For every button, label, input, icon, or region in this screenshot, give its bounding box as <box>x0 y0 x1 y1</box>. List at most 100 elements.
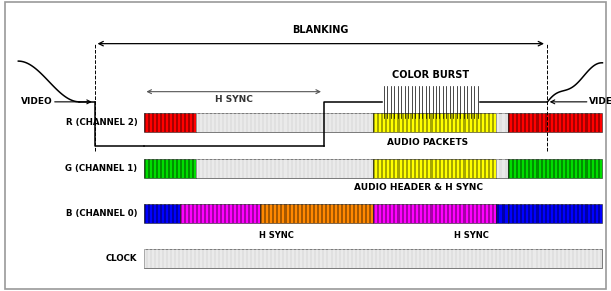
Bar <box>492 159 494 178</box>
Bar <box>520 113 522 132</box>
Bar <box>152 113 154 132</box>
Bar <box>180 204 182 223</box>
Bar <box>167 249 170 268</box>
Bar <box>249 204 251 223</box>
Bar <box>459 113 461 132</box>
Bar <box>557 204 559 223</box>
Bar <box>332 249 335 268</box>
Bar <box>467 204 470 223</box>
Bar <box>260 204 263 223</box>
Bar <box>439 159 441 178</box>
Bar <box>221 204 222 223</box>
Bar <box>316 159 318 178</box>
Bar <box>414 113 416 132</box>
Bar <box>553 113 555 132</box>
Text: COLOR BURST: COLOR BURST <box>392 70 469 80</box>
Bar <box>172 113 174 132</box>
Text: AUDIO PACKETS: AUDIO PACKETS <box>387 138 468 147</box>
Bar <box>484 204 486 223</box>
Bar <box>332 113 335 132</box>
Bar <box>260 159 263 178</box>
Bar <box>280 159 282 178</box>
Bar <box>529 113 530 132</box>
Bar <box>152 204 154 223</box>
Bar <box>422 159 424 178</box>
Bar <box>385 113 387 132</box>
Bar <box>277 159 279 178</box>
Bar <box>569 159 571 178</box>
Bar <box>168 204 170 223</box>
Bar <box>316 249 318 268</box>
Bar <box>144 159 145 178</box>
Bar <box>148 159 150 178</box>
Bar <box>469 249 471 268</box>
Bar <box>586 249 588 268</box>
Bar <box>434 159 437 178</box>
Bar <box>520 159 522 178</box>
Bar <box>426 113 428 132</box>
Bar <box>381 159 383 178</box>
Bar <box>443 113 445 132</box>
Bar <box>196 204 199 223</box>
Bar <box>582 249 584 268</box>
Bar <box>296 113 299 132</box>
Bar <box>594 113 596 132</box>
Bar <box>397 113 400 132</box>
Bar <box>144 249 602 268</box>
Bar <box>459 159 461 178</box>
Bar <box>439 113 441 132</box>
Bar <box>598 249 600 268</box>
Bar <box>502 204 505 223</box>
Bar <box>373 113 496 132</box>
Bar <box>293 113 295 132</box>
Bar <box>455 204 457 223</box>
Bar <box>496 113 499 132</box>
Bar <box>496 113 508 132</box>
Bar <box>172 249 174 268</box>
Bar <box>565 204 567 223</box>
Bar <box>320 249 323 268</box>
Bar <box>240 204 243 223</box>
Bar <box>467 113 470 132</box>
Text: AUDIO HEADER & H SYNC: AUDIO HEADER & H SYNC <box>354 183 483 192</box>
Bar <box>244 249 246 268</box>
Bar <box>532 113 535 132</box>
Bar <box>496 159 499 178</box>
Bar <box>381 113 383 132</box>
Bar <box>473 249 475 268</box>
Bar <box>476 113 478 132</box>
Bar <box>480 113 482 132</box>
Bar <box>484 113 486 132</box>
Bar <box>148 249 150 268</box>
Bar <box>176 204 178 223</box>
Bar <box>321 159 323 178</box>
Bar <box>349 249 351 268</box>
Bar <box>485 249 488 268</box>
Bar <box>463 113 466 132</box>
Bar <box>541 249 544 268</box>
Bar <box>273 113 274 132</box>
Bar <box>521 249 524 268</box>
Bar <box>353 204 354 223</box>
Bar <box>430 113 433 132</box>
Bar <box>577 159 579 178</box>
Bar <box>312 249 315 268</box>
Bar <box>397 159 400 178</box>
Bar <box>316 204 318 223</box>
Text: H SYNC: H SYNC <box>454 231 489 240</box>
Bar <box>373 159 375 178</box>
Bar <box>488 204 490 223</box>
Bar <box>188 159 190 178</box>
Bar <box>516 159 518 178</box>
Bar <box>410 159 412 178</box>
Bar <box>461 249 463 268</box>
Bar <box>212 249 214 268</box>
Bar <box>496 204 499 223</box>
Bar <box>329 159 331 178</box>
Bar <box>144 204 145 223</box>
Bar <box>184 249 186 268</box>
Bar <box>561 113 563 132</box>
Bar <box>160 113 162 132</box>
Bar <box>159 249 162 268</box>
Bar <box>260 249 262 268</box>
